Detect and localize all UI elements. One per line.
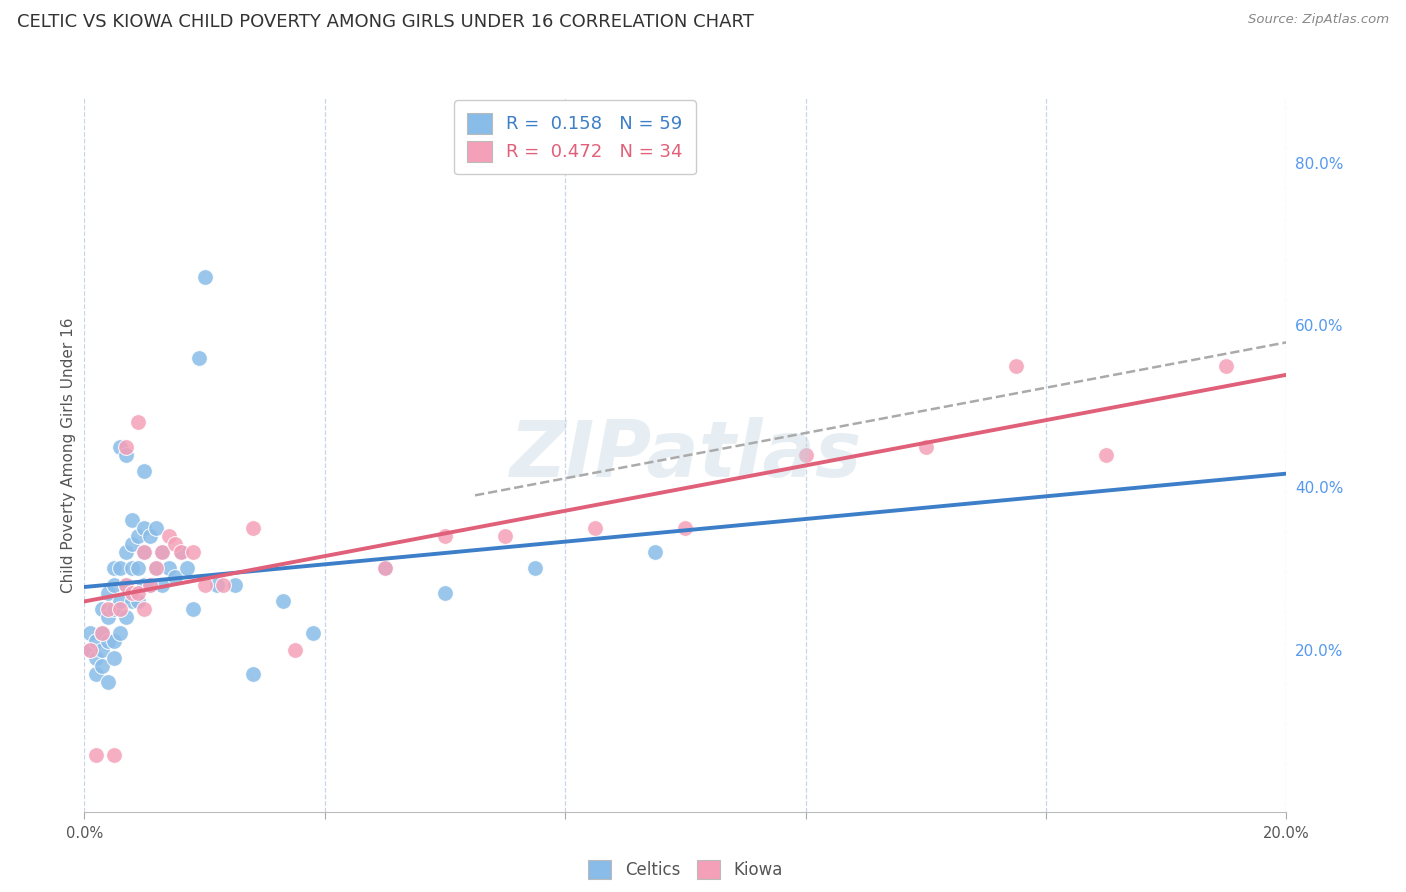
Point [675,521,697,535]
Legend: Celtics, Kiowa: Celtics, Kiowa [582,853,789,886]
Point [91,602,114,616]
Point [139,577,162,591]
Point [139,577,162,591]
Point [644,545,666,559]
Point [121,594,143,608]
Point [494,529,516,543]
Point [169,545,191,559]
Point [127,594,149,608]
Point [97,634,120,648]
Point [86,747,108,762]
Point [1095,448,1118,462]
Point [91,642,114,657]
Point [110,561,132,575]
Point [157,561,180,575]
Point [163,537,186,551]
Point [97,602,120,616]
Point [524,561,547,575]
Point [115,448,138,462]
Point [145,561,167,575]
Point [374,561,396,575]
Point [794,448,817,462]
Point [115,577,138,591]
Point [134,545,156,559]
Point [434,529,457,543]
Point [110,594,132,608]
Point [79,626,101,640]
Point [91,626,114,640]
Point [134,521,156,535]
Point [86,634,108,648]
Point [134,577,156,591]
Point [224,577,246,591]
Point [97,675,120,690]
Point [115,610,138,624]
Point [181,602,204,616]
Point [301,626,323,640]
Point [103,602,125,616]
Point [86,666,108,681]
Point [139,529,162,543]
Point [127,416,149,430]
Point [181,545,204,559]
Point [127,561,149,575]
Point [134,464,156,478]
Point [110,602,132,616]
Point [583,521,606,535]
Point [103,561,125,575]
Point [284,642,307,657]
Point [271,594,294,608]
Point [91,658,114,673]
Point [115,577,138,591]
Point [97,586,120,600]
Point [134,602,156,616]
Point [127,586,149,600]
Point [103,747,125,762]
Point [103,577,125,591]
Point [79,642,101,657]
Point [157,529,180,543]
Point [434,586,457,600]
Point [91,626,114,640]
Point [1215,359,1237,373]
Point [121,513,143,527]
Point [110,626,132,640]
Point [121,561,143,575]
Point [211,577,233,591]
Point [103,650,125,665]
Point [115,545,138,559]
Text: CELTIC VS KIOWA CHILD POVERTY AMONG GIRLS UNDER 16 CORRELATION CHART: CELTIC VS KIOWA CHILD POVERTY AMONG GIRL… [17,13,754,31]
Point [242,521,264,535]
Point [163,569,186,583]
Point [121,537,143,551]
Point [1005,359,1028,373]
Point [194,577,217,591]
Text: Source: ZipAtlas.com: Source: ZipAtlas.com [1249,13,1389,27]
Point [103,634,125,648]
Point [134,545,156,559]
Point [145,561,167,575]
Point [374,561,396,575]
Point [97,610,120,624]
Point [152,545,174,559]
Point [145,521,167,535]
Point [79,642,101,657]
Point [152,545,174,559]
Point [187,351,209,365]
Point [152,577,174,591]
Y-axis label: Child Poverty Among Girls Under 16: Child Poverty Among Girls Under 16 [60,318,76,592]
Point [110,440,132,454]
Point [194,269,217,284]
Point [115,440,138,454]
Point [242,666,264,681]
Point [915,440,938,454]
Point [176,561,198,575]
Point [121,586,143,600]
Point [86,650,108,665]
Point [127,529,149,543]
Point [169,545,191,559]
Point [205,577,228,591]
Text: ZIPatlas: ZIPatlas [509,417,862,493]
